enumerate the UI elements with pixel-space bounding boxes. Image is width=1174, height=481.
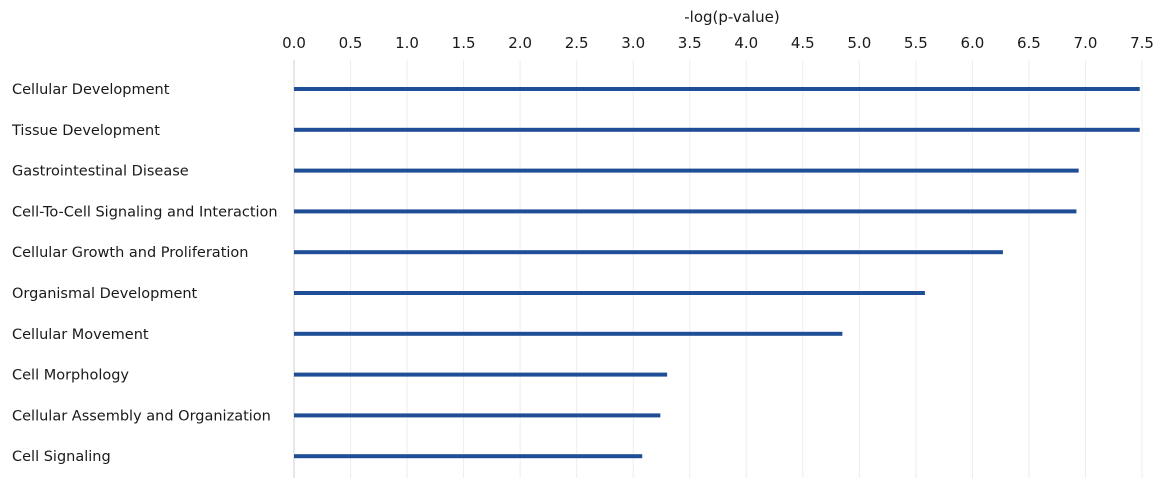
bars	[294, 87, 1140, 459]
bar	[294, 127, 1140, 132]
bar	[294, 331, 843, 336]
x-tick-label: 0.0	[282, 34, 306, 52]
x-tick-label: 1.0	[395, 34, 419, 52]
category-label: Tissue Development	[11, 123, 160, 139]
category-label: Cellular Growth and Proliferation	[12, 245, 248, 261]
x-tick-label: 7.0	[1074, 34, 1098, 52]
category-label: Cellular Development	[12, 82, 170, 98]
category-labels: Cellular Development Tissue Development Ga…	[11, 82, 278, 465]
category-label: Organismal Development	[12, 286, 198, 302]
x-axis-ticks: 0.0 0.5 1.0 1.5 2.0 2.5 3.0 3.5 4.0 4.5 5.0 5.5 6.0 6…	[282, 34, 1154, 52]
category-label: Cell Signaling	[12, 449, 111, 465]
x-tick-label: 4.0	[734, 34, 758, 52]
category-label: Cell-To-Cell Signaling and Interaction	[12, 204, 278, 220]
x-tick-label: 1.5	[452, 34, 476, 52]
category-label: Cellular Movement	[12, 327, 149, 343]
x-tick-label: 5.5	[904, 34, 928, 52]
bar	[294, 87, 1140, 91]
x-tick-label: 3.0	[621, 34, 645, 52]
x-tick-label: 3.5	[678, 34, 702, 52]
bar	[294, 413, 661, 418]
x-tick-label: 4.5	[791, 34, 815, 52]
x-tick-label: 7.5	[1130, 34, 1154, 52]
x-tick-label: 6.0	[960, 34, 984, 52]
x-tick-label: 2.5	[565, 34, 589, 52]
bar	[294, 454, 643, 459]
x-tick-label: 6.5	[1017, 34, 1041, 52]
category-label: Cellular Assembly and Organization	[12, 408, 271, 424]
x-axis-title: -log(p-value)	[684, 8, 780, 26]
category-label: Gastrointestinal Disease	[12, 164, 189, 180]
x-tick-label: 2.0	[508, 34, 532, 52]
bar	[294, 372, 668, 377]
x-tick-label: 0.5	[339, 34, 363, 52]
bar	[294, 250, 1003, 255]
bar	[294, 168, 1079, 173]
bar	[294, 209, 1077, 214]
category-label: Cell Morphology	[12, 368, 129, 384]
x-tick-label: 5.0	[847, 34, 871, 52]
bar	[294, 291, 925, 295]
